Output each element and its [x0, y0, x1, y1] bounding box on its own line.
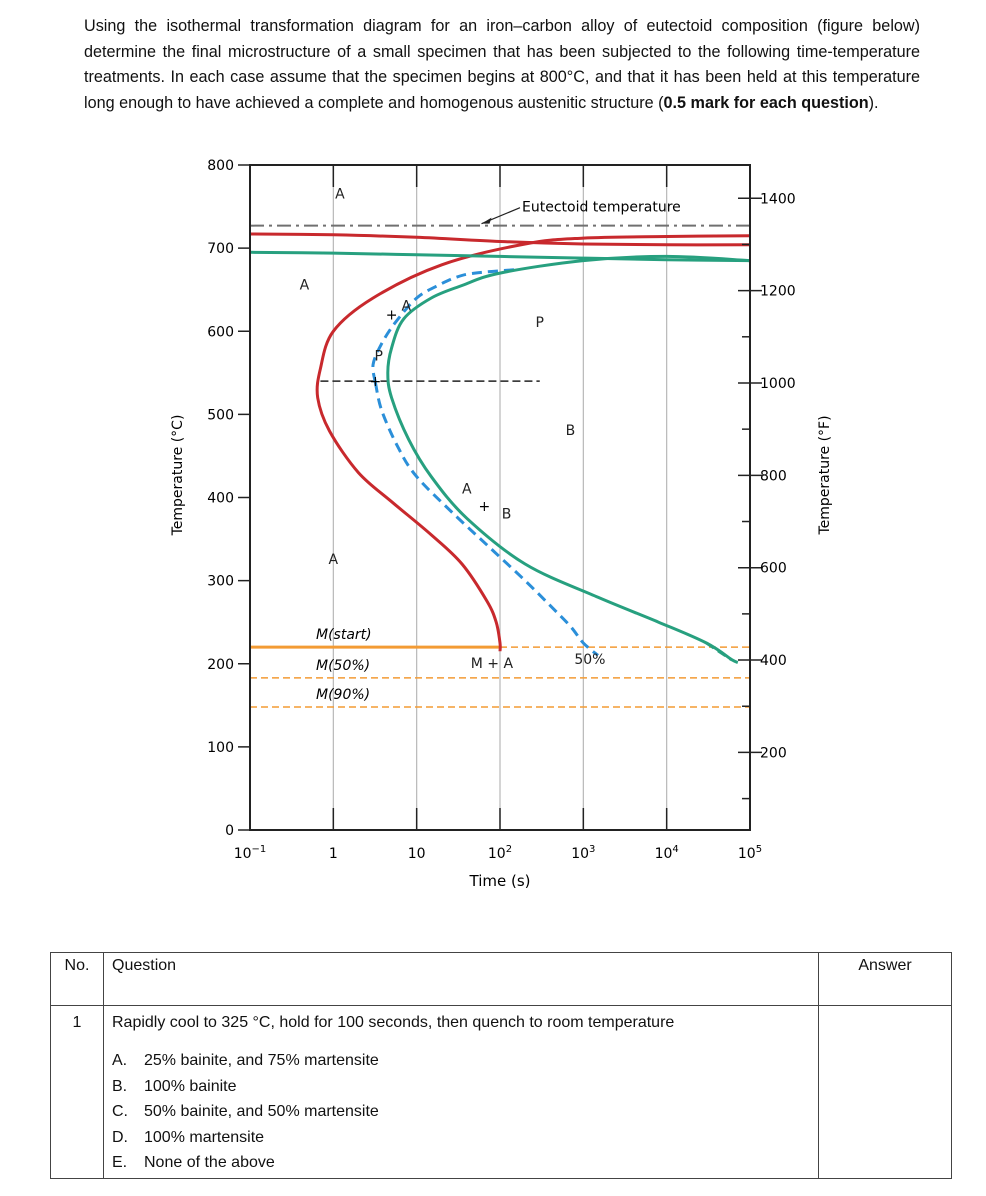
- y-tick-label-left: 400: [207, 491, 234, 507]
- question-cell: Rapidly cool to 325 °C, hold for 100 sec…: [103, 1005, 819, 1179]
- y-tick-label-left: 200: [207, 657, 234, 673]
- answer-cell[interactable]: [818, 1005, 952, 1179]
- plus-mark: +: [386, 308, 398, 324]
- region-label: 50%: [574, 652, 605, 668]
- isothermal-transformation-diagram: 10−1 1 10 102 103 104 105 0 100 200 300 400 500 600 70…: [170, 158, 833, 890]
- option-text: 25% bainite, and 75% martensite: [144, 1052, 379, 1069]
- plus-mark: +: [479, 499, 491, 515]
- y-tick-label-right: 600: [760, 561, 787, 577]
- y-tick-label-right: 800: [760, 468, 787, 484]
- intro-text-end: ).: [868, 93, 879, 112]
- option-a[interactable]: A. 25% bainite, and 75% martensite: [112, 1048, 810, 1074]
- region-label: B: [502, 506, 512, 522]
- y-axis-label-left: Temperature (°C): [170, 415, 186, 537]
- question-text: Rapidly cool to 325 °C, hold for 100 sec…: [112, 1014, 675, 1031]
- intro-paragraph: Using the isothermal transformation diag…: [84, 14, 920, 116]
- option-letter: C.: [112, 1103, 128, 1120]
- option-text: 100% martensite: [144, 1128, 265, 1146]
- region-label: B: [566, 423, 576, 439]
- x-tick-label: 102: [488, 844, 512, 862]
- plus-mark: +: [370, 374, 382, 390]
- x-tick-label: 10: [408, 846, 426, 862]
- x-tick-label: 10−1: [234, 844, 267, 862]
- question-number: 1: [50, 1005, 104, 1179]
- table-row: 1 Rapidly cool to 325 °C, hold for 100 s…: [50, 1005, 952, 1179]
- region-label: A: [300, 278, 310, 294]
- option-b[interactable]: B. 100% bainite: [112, 1074, 810, 1100]
- y-tick-label-right: 1000: [760, 376, 796, 392]
- option-e[interactable]: E. None of the above: [112, 1150, 810, 1176]
- region-label: P: [536, 315, 544, 331]
- transformation-curve-solid-red: [249, 232, 751, 247]
- intro-bold-text: 0.5 mark for each question: [663, 93, 869, 112]
- y-tick-label-left: 700: [207, 241, 234, 257]
- martensite-line-label: M(start): [316, 627, 372, 643]
- y-tick-label-right: 200: [760, 745, 787, 761]
- annotation-arrowhead: [481, 217, 492, 224]
- annotation-label: Eutectoid temperature: [522, 200, 681, 216]
- martensite-line-label: M(50%): [316, 658, 370, 674]
- region-label: A: [335, 186, 345, 202]
- option-letter: D.: [112, 1128, 128, 1146]
- question-table: No. Question Answer 1 Rapidly cool to 32…: [50, 952, 952, 1179]
- header-answer: Answer: [818, 952, 952, 1006]
- x-tick-label: 1: [329, 846, 338, 862]
- martensite-line-label: M(90%): [316, 687, 370, 703]
- region-label: M + A: [471, 656, 514, 672]
- option-text: None of the above: [144, 1154, 275, 1171]
- option-text: 50% bainite, and 50% martensite: [144, 1103, 379, 1120]
- y-tick-label-right: 400: [760, 653, 787, 669]
- x-tick-label: 105: [738, 844, 762, 862]
- table-header-row: No. Question Answer: [50, 952, 952, 1006]
- region-label: P: [374, 348, 382, 364]
- region-label: A: [462, 481, 472, 497]
- transformation-curve-dashed-blue: [373, 382, 599, 657]
- intro-text: Using the isothermal transformation diag…: [84, 17, 920, 112]
- y-tick-label-left: 600: [207, 324, 234, 340]
- x-axis-label: Time (s): [469, 872, 531, 890]
- answer-options: A. 25% bainite, and 75% martensite B. 100%…: [112, 1048, 810, 1176]
- x-tick-label: 104: [655, 844, 679, 862]
- region-label: A: [329, 552, 339, 568]
- y-axis-label-right: Temperature (°F): [817, 415, 833, 535]
- y-tick-label-left: 800: [207, 158, 234, 174]
- transformation-curve-dashed-green: [705, 641, 743, 666]
- option-text: 100% bainite: [144, 1077, 237, 1095]
- option-letter: A.: [112, 1052, 128, 1069]
- y-tick-label-left: 500: [207, 407, 234, 423]
- transformation-curve-solid-green: [249, 250, 751, 263]
- transformation-curve-solid-red: [315, 234, 751, 652]
- y-tick-label-right: 1200: [760, 284, 796, 300]
- y-tick-label-left: 100: [207, 740, 234, 756]
- option-letter: E.: [112, 1154, 128, 1171]
- header-no: No.: [50, 952, 104, 1006]
- y-tick-label-left: 0: [225, 823, 234, 839]
- y-tick-label-left: 300: [207, 574, 234, 590]
- y-tick-label-right: 1400: [760, 191, 796, 207]
- region-label: A: [401, 298, 411, 314]
- header-question: Question: [103, 952, 819, 1006]
- option-c[interactable]: C. 50% bainite, and 50% martensite: [112, 1099, 810, 1125]
- option-d[interactable]: D. 100% martensite: [112, 1125, 810, 1151]
- plot-frame: [249, 164, 751, 831]
- transformation-curve-solid-green: [386, 254, 751, 661]
- option-letter: B.: [112, 1077, 128, 1095]
- x-tick-label: 103: [571, 844, 595, 862]
- transformation-curve-dashed-blue: [371, 268, 515, 384]
